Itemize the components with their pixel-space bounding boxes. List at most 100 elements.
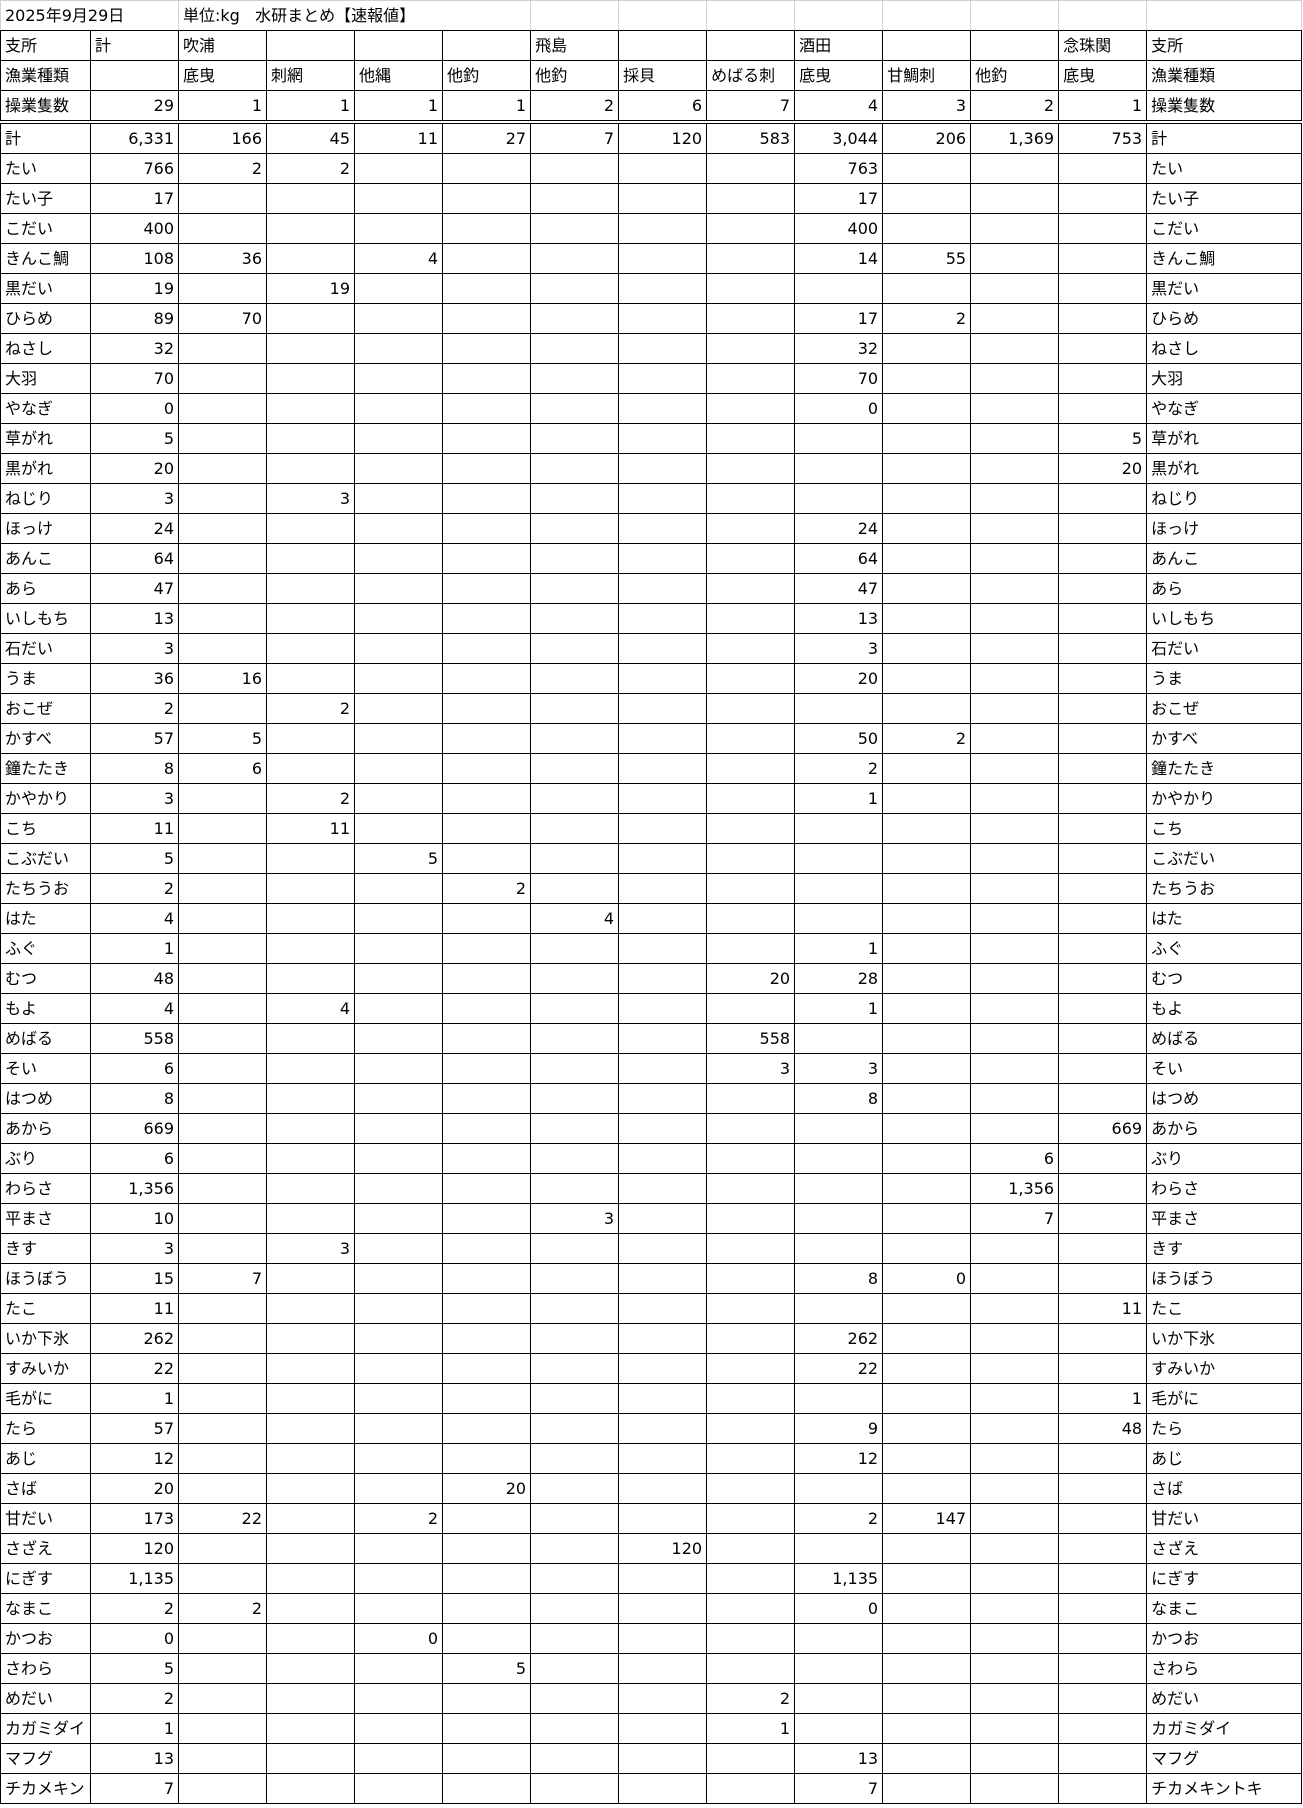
blank-cell (1058, 873, 1148, 904)
blank-cell (706, 423, 796, 454)
blank-cell (1058, 363, 1148, 394)
data-row: 平まさ 10 3 7 平まさ (0, 1203, 1303, 1234)
blank-cell (1058, 393, 1148, 424)
blank-cell (442, 813, 532, 844)
data-row: うま 36 16 20 うま (0, 663, 1303, 694)
value-cell: 1 (794, 783, 884, 814)
blank-cell (882, 843, 972, 874)
blank-cell (178, 693, 268, 724)
blank-cell (706, 903, 796, 934)
blank-cell (530, 153, 620, 184)
row-label-right: ほっけ (1146, 513, 1303, 544)
blank-cell (530, 573, 620, 604)
row-label: 計 (0, 121, 91, 154)
blank-cell (794, 1293, 884, 1324)
data-row: はた 4 4 はた (0, 903, 1303, 934)
blank-cell (1058, 1053, 1148, 1084)
data-row: チカメキントキ77チカメキントキ (0, 1773, 1303, 1804)
blank-cell (618, 1623, 708, 1654)
blank-cell (266, 843, 356, 874)
row-label: たちうお (0, 873, 91, 904)
row-label: ひらめ (0, 303, 91, 334)
blank-cell (882, 1203, 972, 1234)
value-cell: 0 (794, 1593, 884, 1624)
row-label: かすべ (0, 723, 91, 754)
data-row: そい 6 3 3 そい (0, 1053, 1303, 1084)
blank-cell (794, 423, 884, 454)
row-label: なまこ (0, 1593, 91, 1624)
blank-cell (530, 1113, 620, 1144)
blank-cell (442, 363, 532, 394)
blank-cell (266, 303, 356, 334)
blank-cell (970, 783, 1060, 814)
blank-cell (178, 423, 268, 454)
row-label: こぶだい (0, 843, 91, 874)
blank-cell (618, 1173, 708, 1204)
blank-cell (618, 363, 708, 394)
blank-cell (178, 1563, 268, 1594)
blank-cell (178, 993, 268, 1024)
blank-cell (442, 753, 532, 784)
blank-cell (530, 1233, 620, 1264)
blank-cell (1058, 483, 1148, 514)
blank-cell (882, 543, 972, 574)
value-cell: 20 (706, 963, 796, 994)
row-label-right: おこぜ (1146, 693, 1303, 724)
blank-cell (970, 213, 1060, 244)
blank-cell (882, 30, 972, 61)
row-label-right: もよ (1146, 993, 1303, 1024)
value-cell: 32 (794, 333, 884, 364)
blank-cell (178, 393, 268, 424)
row-label-right: うま (1146, 663, 1303, 694)
data-row: おこぜ 2 2 おこぜ (0, 693, 1303, 724)
row-label: ふぐ (0, 933, 91, 964)
row-label-right: 平まさ (1146, 1203, 1303, 1234)
value-cell: 14 (794, 243, 884, 274)
blank-cell (618, 693, 708, 724)
value-cell: 262 (89, 1323, 180, 1354)
blank-cell (882, 1593, 972, 1624)
blank-cell (266, 1263, 356, 1294)
blank-cell (970, 1353, 1060, 1384)
data-row: にぎす 1,135 1,135 にぎす (0, 1563, 1303, 1594)
blank-cell (530, 423, 620, 454)
blank-cell (530, 483, 620, 514)
blank-cell (178, 573, 268, 604)
value-cell: 29 (89, 90, 180, 124)
row-label-right: あから (1146, 1113, 1303, 1144)
blank-cell (266, 1503, 356, 1534)
value-cell: 11 (89, 1293, 180, 1324)
blank-cell (618, 963, 708, 994)
row-label: うま (0, 663, 91, 694)
blank-cell (178, 783, 268, 814)
blank-cell (706, 213, 796, 244)
blank-cell (882, 993, 972, 1024)
row-label-right: たい子 (1146, 183, 1303, 214)
blank-cell (970, 843, 1060, 874)
blank-cell (1058, 1353, 1148, 1384)
data-row: 黒がれ 20 20 黒がれ (0, 453, 1303, 484)
row-label: 甘だい (0, 1503, 91, 1534)
blank-cell (1058, 1473, 1148, 1504)
blank-cell (970, 1383, 1060, 1414)
blank-cell (706, 243, 796, 274)
value-cell: 3 (794, 1053, 884, 1084)
data-row: はつめ 8 8 はつめ (0, 1083, 1303, 1114)
blank-cell (882, 1443, 972, 1474)
header-cell: 他釣 (442, 60, 532, 91)
blank-cell (266, 723, 356, 754)
value-cell: 24 (89, 513, 180, 544)
value-cell: 2 (266, 783, 356, 814)
blank-cell (706, 483, 796, 514)
blank-cell (618, 573, 708, 604)
value-cell: 8 (89, 1083, 180, 1114)
value-cell: 13 (794, 1743, 884, 1774)
blank-cell (1058, 933, 1148, 964)
blank-cell (266, 1023, 356, 1054)
value-cell: 7 (794, 1773, 884, 1804)
blank-cell (970, 333, 1060, 364)
blank-cell (178, 273, 268, 304)
blank-cell (970, 30, 1060, 61)
blank-cell (970, 423, 1060, 454)
data-row: さざえ 120 120 さざえ (0, 1533, 1303, 1564)
